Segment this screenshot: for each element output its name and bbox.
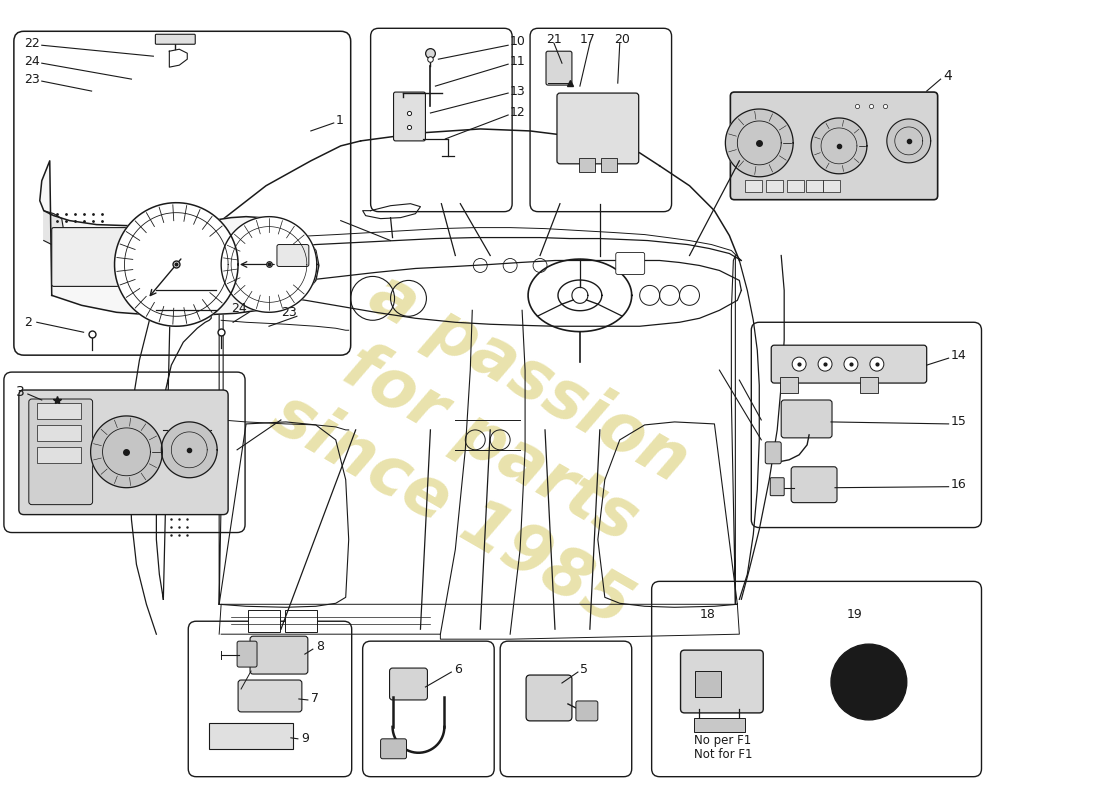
Text: 23: 23 [280, 306, 297, 319]
Text: 10: 10 [510, 34, 526, 48]
Text: 5: 5 [580, 662, 587, 675]
FancyBboxPatch shape [155, 34, 195, 44]
FancyBboxPatch shape [14, 31, 351, 355]
Text: 11: 11 [510, 54, 526, 68]
Text: 7: 7 [311, 693, 319, 706]
Text: 13: 13 [510, 85, 526, 98]
Text: 20: 20 [614, 33, 629, 46]
FancyBboxPatch shape [250, 636, 308, 674]
FancyBboxPatch shape [381, 739, 407, 758]
Polygon shape [725, 109, 793, 177]
FancyBboxPatch shape [238, 641, 257, 667]
Text: 14: 14 [950, 349, 967, 362]
FancyBboxPatch shape [751, 322, 981, 527]
Polygon shape [44, 210, 64, 246]
FancyBboxPatch shape [163, 431, 210, 458]
Circle shape [844, 357, 858, 371]
FancyBboxPatch shape [579, 158, 595, 172]
FancyBboxPatch shape [766, 442, 781, 464]
FancyBboxPatch shape [188, 622, 352, 777]
FancyBboxPatch shape [394, 92, 426, 141]
Text: 16: 16 [950, 478, 967, 491]
FancyBboxPatch shape [36, 425, 80, 441]
FancyBboxPatch shape [4, 372, 245, 533]
Text: 18: 18 [700, 608, 715, 621]
FancyBboxPatch shape [695, 671, 722, 697]
FancyBboxPatch shape [36, 403, 80, 419]
Circle shape [792, 357, 806, 371]
Text: Not for F1: Not for F1 [694, 748, 754, 762]
Text: 23: 23 [24, 73, 40, 86]
FancyBboxPatch shape [746, 180, 762, 192]
Text: 8: 8 [316, 640, 323, 653]
FancyBboxPatch shape [530, 28, 672, 212]
Circle shape [830, 644, 906, 720]
Circle shape [818, 357, 832, 371]
Text: 3: 3 [15, 385, 24, 399]
FancyBboxPatch shape [500, 641, 631, 777]
Polygon shape [162, 422, 217, 478]
Polygon shape [887, 119, 931, 163]
FancyBboxPatch shape [389, 668, 428, 700]
Text: No per F1: No per F1 [694, 734, 751, 747]
Polygon shape [811, 118, 867, 174]
Polygon shape [114, 202, 238, 326]
Text: 17: 17 [580, 33, 596, 46]
FancyBboxPatch shape [29, 399, 92, 505]
FancyBboxPatch shape [546, 51, 572, 85]
FancyBboxPatch shape [285, 610, 317, 632]
FancyBboxPatch shape [806, 180, 823, 192]
FancyBboxPatch shape [730, 92, 937, 200]
FancyBboxPatch shape [19, 390, 228, 514]
FancyBboxPatch shape [767, 180, 783, 192]
Polygon shape [221, 217, 317, 312]
FancyBboxPatch shape [249, 610, 279, 632]
FancyBboxPatch shape [823, 180, 840, 192]
FancyBboxPatch shape [576, 701, 597, 721]
Text: 24: 24 [24, 54, 40, 68]
FancyBboxPatch shape [791, 466, 837, 502]
FancyBboxPatch shape [363, 641, 494, 777]
Text: 24: 24 [231, 302, 246, 315]
FancyBboxPatch shape [277, 245, 309, 266]
Text: 15: 15 [950, 415, 967, 429]
FancyBboxPatch shape [526, 675, 572, 721]
Polygon shape [90, 416, 163, 488]
FancyBboxPatch shape [781, 400, 832, 438]
Text: 9: 9 [301, 732, 309, 746]
FancyBboxPatch shape [238, 680, 301, 712]
FancyBboxPatch shape [771, 345, 926, 383]
Text: 2: 2 [24, 316, 32, 329]
FancyBboxPatch shape [371, 28, 513, 212]
Text: 4: 4 [944, 69, 953, 83]
FancyBboxPatch shape [209, 723, 293, 749]
FancyBboxPatch shape [52, 228, 133, 286]
Polygon shape [40, 161, 319, 315]
FancyBboxPatch shape [770, 478, 784, 496]
Circle shape [852, 666, 884, 698]
Text: 22: 22 [24, 37, 40, 50]
FancyBboxPatch shape [601, 158, 617, 172]
Text: a passion
for parts
since 1985: a passion for parts since 1985 [261, 250, 719, 641]
Text: 6: 6 [454, 662, 462, 675]
FancyBboxPatch shape [681, 650, 763, 713]
Circle shape [842, 654, 896, 710]
FancyBboxPatch shape [788, 180, 804, 192]
Text: 19: 19 [847, 608, 862, 621]
FancyBboxPatch shape [651, 582, 981, 777]
Text: 21: 21 [546, 33, 562, 46]
FancyBboxPatch shape [780, 377, 799, 393]
FancyBboxPatch shape [36, 447, 80, 462]
Text: 1: 1 [336, 114, 343, 127]
Text: 12: 12 [510, 106, 526, 119]
FancyBboxPatch shape [693, 718, 746, 732]
Circle shape [870, 357, 883, 371]
FancyBboxPatch shape [860, 377, 878, 393]
FancyBboxPatch shape [616, 253, 645, 274]
FancyBboxPatch shape [557, 93, 639, 164]
